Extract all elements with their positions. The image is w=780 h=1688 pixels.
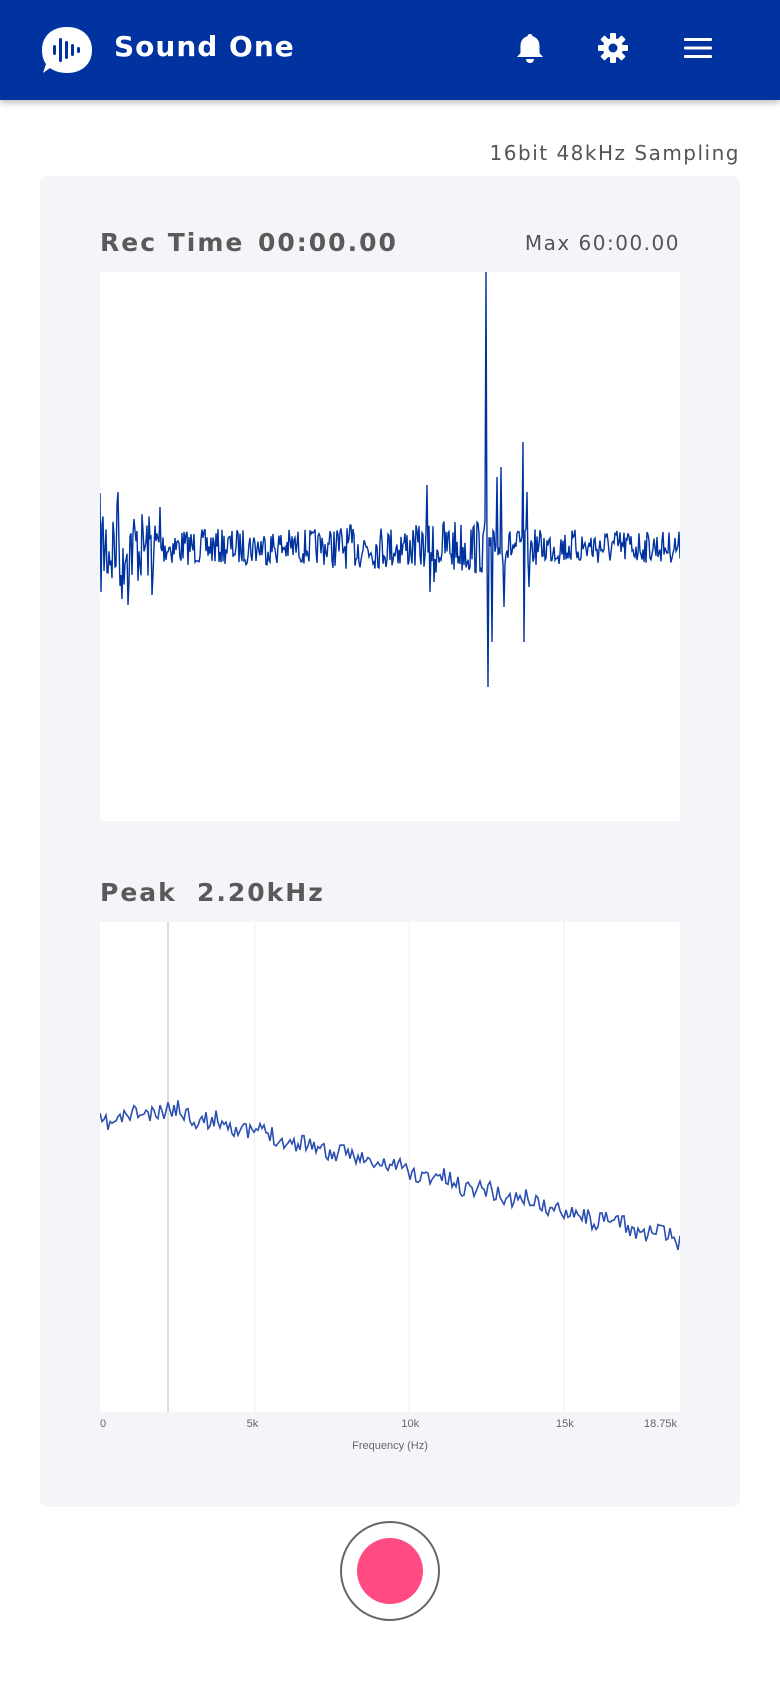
x-tick-label: 10k [401,1418,420,1430]
menu-button[interactable] [676,28,720,72]
bell-icon [515,32,545,68]
app-logo-icon [40,25,94,75]
peak-value: 2.20kHz [197,878,325,907]
record-dot-icon [357,1538,423,1604]
menu-icon [683,36,713,64]
settings-button[interactable] [591,28,635,72]
app-bar: Sound One [0,0,780,100]
x-tick-label: 15k [556,1418,574,1430]
peak-label: Peak [100,878,177,907]
rec-time-value: 00:00.00 [258,228,398,257]
sampling-info: 16bit 48kHz Sampling [489,141,740,165]
max-time-label: Max 60:00.00 [524,231,680,255]
spectrum-line [99,1100,681,1251]
x-tick-label: 18.75k [644,1418,678,1430]
x-tick-label: 5k [246,1418,259,1430]
x-axis-title: Frequency (Hz) [352,1440,428,1452]
waveform-chart [99,271,681,821]
waveform-line [99,271,681,688]
gear-icon [597,32,629,68]
x-tick-label: 0 [100,1418,107,1430]
record-button[interactable] [340,1521,440,1621]
rec-time-label: Rec Time [100,228,245,257]
app-title: Sound One [114,30,295,63]
spectrum-chart [99,922,681,1412]
notifications-button[interactable] [508,28,552,72]
